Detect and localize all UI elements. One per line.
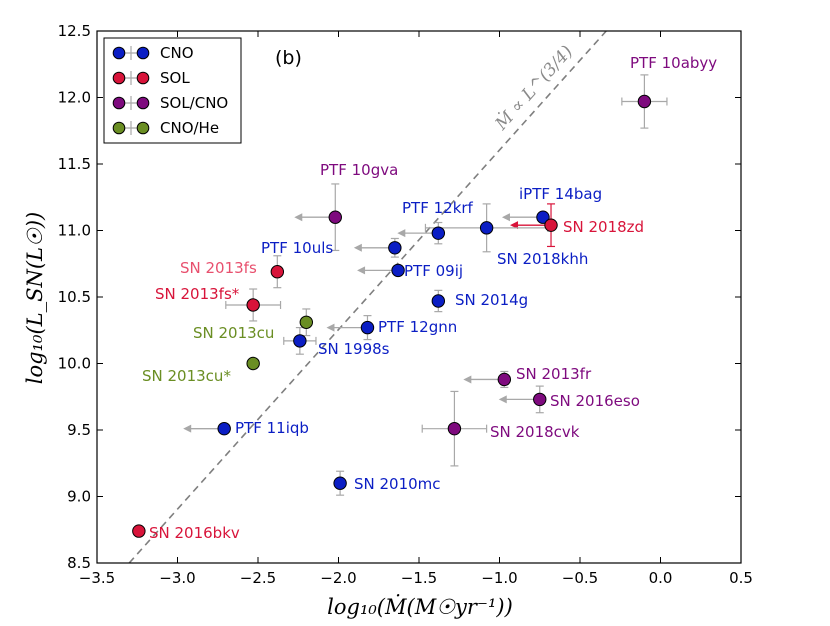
point-label-ptf-10abyy: PTF 10abyy — [630, 54, 717, 72]
limit-arrowhead-ptf-12krf — [397, 229, 406, 238]
y-tick-label: 12.0 — [58, 89, 91, 107]
limit-arrowhead-ptf-11iqb — [183, 424, 192, 433]
point-label-sn-2013fr: SN 2013fr — [516, 365, 592, 383]
x-tick-label: −0.5 — [562, 569, 598, 587]
legend-label-sol-cno: SOL/CNO — [160, 94, 228, 112]
y-tick-label: 9.5 — [67, 421, 91, 439]
point-label-iptf-14bag: iPTF 14bag — [519, 185, 602, 203]
point-ptf-09ij — [391, 263, 405, 278]
point-ptf-12krf — [431, 226, 446, 240]
legend-marker2-sol-cno — [136, 96, 150, 110]
legend-marker-sol-cno — [112, 96, 126, 110]
y-axis-label: log₁₀(L_SN(L☉)) — [23, 212, 47, 384]
limit-arrowhead-sn-2016eso — [498, 395, 507, 404]
legend-marker2-cno-he — [136, 121, 150, 135]
legend-marker2-sol — [136, 71, 150, 85]
point-ptf-10abyy — [637, 94, 652, 109]
x-tick-label: −1.0 — [481, 569, 517, 587]
point-label-sn-2010mc: SN 2010mc — [354, 475, 441, 493]
point-label-ptf-09ij: PTF 09ij — [404, 262, 463, 280]
y-tick-label: 9.0 — [67, 488, 91, 506]
point-label-sn-2013cu: SN 2013cu — [193, 324, 274, 342]
y-tick-label: 8.5 — [67, 554, 91, 572]
legend-marker-cno — [112, 46, 126, 60]
point-label-sn-2018cvk: SN 2018cvk — [490, 423, 580, 441]
point-label-sn-2013cu: SN 2013cu* — [142, 367, 231, 385]
point-sn-2010mc — [333, 476, 347, 490]
limit-arrowhead-sn-2013fr — [463, 375, 472, 384]
point-sn-2018khh — [479, 221, 494, 235]
limit-arrowhead-ptf-10gva — [294, 213, 303, 222]
legend-label-cno: CNO — [160, 44, 194, 62]
point-label-ptf-12krf: PTF 12krf — [402, 199, 474, 217]
point-label-sn-2014g: SN 2014g — [455, 291, 528, 309]
legend-marker-sol — [112, 71, 126, 85]
x-tick-label: 0.0 — [649, 569, 673, 587]
point-sn-2018zd — [544, 218, 558, 232]
trend-line-label: Ṁ ∝ L^(3/4) — [490, 41, 577, 135]
point-sn-2013cu — [299, 315, 313, 329]
y-tick-label: 10.0 — [58, 355, 91, 373]
x-axis-label: log₁₀(Ṁ(M☉yr⁻¹)) — [327, 595, 513, 619]
panel-label: (b) — [275, 47, 302, 69]
point-ptf-10uls — [388, 241, 402, 255]
point-label-sn-2016bkv: SN 2016bkv — [149, 524, 240, 542]
x-tick-label: −2.0 — [320, 569, 356, 587]
point-ptf-11iqb — [217, 421, 231, 436]
limit-arrowhead-ptf-12gnn — [326, 323, 335, 332]
point-sn-2013fs — [246, 298, 260, 312]
point-iptf-14bag — [536, 210, 550, 224]
point-ptf-12gnn — [360, 320, 375, 335]
x-tick-label: −1.5 — [401, 569, 437, 587]
limit-arrowhead-sn-2018zd — [510, 221, 519, 230]
point-sn-2018cvk — [447, 421, 462, 436]
y-tick-label: 12.5 — [58, 22, 91, 40]
x-tick-label: −3.0 — [159, 569, 195, 587]
point-label-sn-2016eso: SN 2016eso — [550, 392, 640, 410]
point-label-ptf-10gva: PTF 10gva — [320, 161, 398, 179]
point-sn-2016bkv — [132, 524, 146, 538]
legend-marker2-cno — [136, 46, 150, 60]
point-label-ptf-11iqb: PTF 11iqb — [235, 419, 309, 437]
point-label-ptf-12gnn: PTF 12gnn — [378, 318, 457, 336]
point-label-sn-2013fs: SN 2013fs* — [155, 285, 240, 303]
limit-arrowhead-ptf-09ij — [357, 266, 366, 275]
x-tick-label: −2.5 — [240, 569, 276, 587]
limit-arrowhead-iptf-14bag — [501, 213, 510, 222]
point-label-sn-1998s: SN 1998s — [318, 340, 390, 358]
y-tick-label: 10.5 — [58, 288, 91, 306]
legend-label-sol: SOL — [160, 69, 190, 87]
point-label-ptf-10uls: PTF 10uls — [261, 239, 333, 257]
point-sn-2014g — [431, 294, 446, 308]
y-tick-label: 11.5 — [58, 155, 91, 173]
point-ptf-10gva — [328, 210, 342, 224]
point-sn-1998s — [293, 334, 307, 348]
limit-arrowhead-ptf-10uls — [353, 243, 362, 252]
point-sn-2013fs — [270, 265, 285, 279]
point-label-sn-2018khh: SN 2018khh — [497, 250, 588, 268]
point-sn-2016eso — [533, 392, 547, 407]
point-label-sn-2013fs: SN 2013fs — [180, 259, 257, 277]
x-tick-label: 0.5 — [729, 569, 753, 587]
x-tick-label: −3.5 — [79, 569, 115, 587]
legend-marker-cno-he — [112, 121, 126, 135]
y-tick-label: 11.0 — [58, 222, 91, 240]
point-label-sn-2018zd: SN 2018zd — [563, 218, 644, 236]
point-sn-2013fr — [497, 372, 512, 387]
point-sn-2013cu — [246, 356, 260, 371]
legend-box — [103, 37, 242, 144]
legend-label-cno-he: CNO/He — [160, 119, 219, 137]
